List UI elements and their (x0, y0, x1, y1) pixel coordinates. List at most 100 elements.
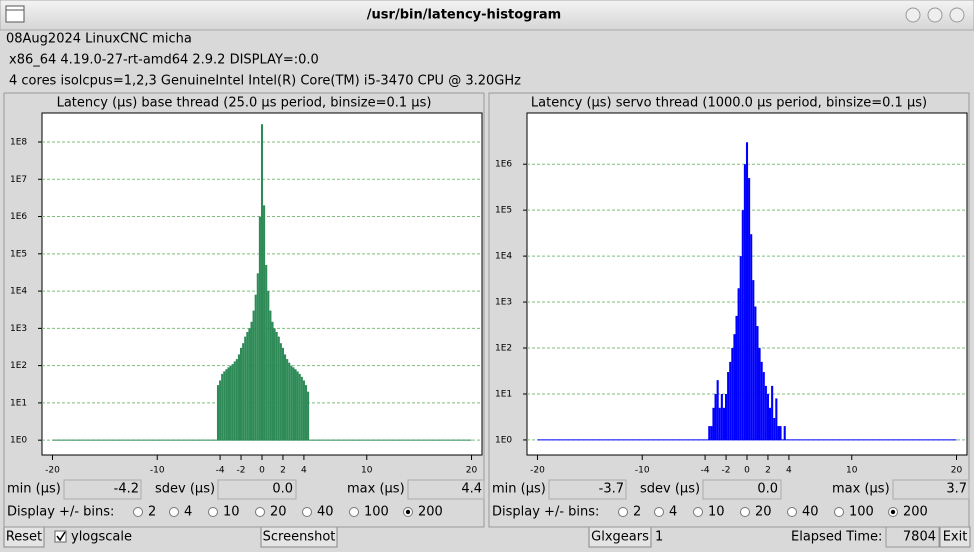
histogram-bar (254, 294, 257, 441)
reset-label: Reset (6, 530, 42, 545)
bins-radio[interactable] (255, 507, 265, 517)
histogram-bar (771, 385, 774, 440)
x-tick-label: 10 (361, 466, 373, 476)
x-tick-label: 10 (846, 466, 858, 476)
histogram-bar (288, 362, 291, 441)
title-bar (0, 0, 974, 31)
bins-option: 100 (849, 505, 874, 520)
histogram-bar (748, 178, 751, 440)
histogram-bar (756, 326, 759, 440)
x-tick-label: -4 (701, 466, 710, 476)
histogram-bar (750, 234, 753, 440)
histogram-bar (248, 328, 251, 441)
bins-radio[interactable] (693, 507, 703, 517)
max-value: 3.7 (946, 482, 967, 497)
bins-radio-dot (405, 509, 411, 515)
histogram-bar (235, 359, 238, 441)
histogram-bar (733, 334, 736, 440)
screenshot-label: Screenshot (263, 530, 336, 545)
bins-radio[interactable] (133, 507, 143, 517)
bins-radio[interactable] (349, 507, 359, 517)
histogram-bar (294, 369, 297, 441)
bins-radio[interactable] (169, 507, 179, 517)
histogram-bar (252, 310, 255, 441)
y-tick-label: 1E8 (10, 138, 27, 148)
histogram-bar (722, 407, 725, 440)
max-label: max (µs) (832, 482, 890, 497)
x-tick-label: 4 (301, 466, 307, 476)
glxgears-count: 1 (655, 530, 663, 545)
bins-option: 100 (364, 505, 389, 520)
histogram-bar (712, 407, 715, 440)
sdev-value: 0.0 (757, 482, 778, 497)
histogram-bar (296, 371, 299, 441)
histogram-bar (240, 347, 243, 441)
bins-radio[interactable] (740, 507, 750, 517)
histogram-bar (256, 273, 259, 441)
close-button[interactable] (949, 7, 965, 23)
histogram-bar (225, 369, 228, 441)
y-tick-label: 1E6 (495, 160, 512, 170)
x-tick-label: 20 (466, 466, 478, 476)
bins-option: 40 (802, 505, 819, 520)
y-tick-label: 1E2 (10, 361, 27, 371)
histogram-bar (760, 361, 763, 440)
bins-radio[interactable] (618, 507, 628, 517)
histogram-bar (292, 367, 295, 441)
y-tick-label: 1E1 (495, 389, 512, 399)
window-title: /usr/bin/latency-histogram (367, 8, 561, 23)
x-tick-label: 2 (280, 466, 286, 476)
y-tick-label: 1E2 (495, 344, 512, 354)
histogram-bar (745, 142, 749, 440)
histogram-bar (219, 380, 222, 441)
x-tick-label: -20 (45, 466, 60, 476)
histogram-bar (281, 347, 284, 441)
histogram-bar (764, 385, 767, 440)
histogram-bar (714, 393, 717, 440)
x-tick-label: 2 (765, 466, 771, 476)
bins-option: 2 (633, 505, 641, 520)
histogram-bar (216, 385, 220, 441)
histogram-bar (244, 336, 247, 441)
histogram-bar (754, 306, 757, 440)
max-value: 4.4 (461, 482, 482, 497)
bins-radio[interactable] (787, 507, 797, 517)
histogram-bar (769, 407, 772, 440)
histogram-bar (260, 124, 264, 441)
y-tick-label: 1E5 (495, 206, 512, 216)
elapsed-value: 7804 (903, 530, 936, 545)
min-label: min (µs) (7, 482, 61, 497)
histogram-bar (773, 418, 776, 440)
histogram-bar (221, 373, 224, 441)
info-line: 4 cores isolcpus=1,2,3 GenuineIntel Inte… (9, 74, 521, 89)
bins-radio[interactable] (208, 507, 218, 517)
x-tick-label: -2 (237, 466, 246, 476)
histogram-bar (267, 291, 270, 441)
y-tick-label: 1E3 (10, 324, 27, 334)
minimize-button[interactable] (927, 7, 943, 23)
y-tick-label: 1E3 (495, 298, 512, 308)
histogram-bar (229, 365, 232, 441)
min-label: min (µs) (492, 482, 546, 497)
histogram-bar (246, 331, 249, 441)
bins-radio[interactable] (834, 507, 844, 517)
ylogscale-checkbox[interactable] (54, 530, 67, 543)
histogram-bar (727, 372, 730, 440)
min-box (548, 479, 627, 500)
histogram-bar (300, 376, 303, 441)
elapsed-label: Elapsed Time: (791, 530, 882, 545)
max-box (407, 479, 485, 500)
bins-option: 200 (418, 505, 443, 520)
shade-button[interactable] (905, 7, 921, 23)
info-line: x86_64 4.19.0-27-rt-amd64 2.9.2 DISPLAY=… (9, 53, 319, 68)
bins-option: 200 (903, 505, 928, 520)
bins-radio[interactable] (302, 507, 312, 517)
histogram-bar (242, 343, 245, 441)
histogram-bar (762, 372, 765, 440)
bins-option: 4 (669, 505, 677, 520)
check-mark (56, 531, 66, 542)
window-menu-icon[interactable] (5, 5, 25, 23)
bins-option: 10 (708, 505, 725, 520)
bins-radio[interactable] (654, 507, 664, 517)
